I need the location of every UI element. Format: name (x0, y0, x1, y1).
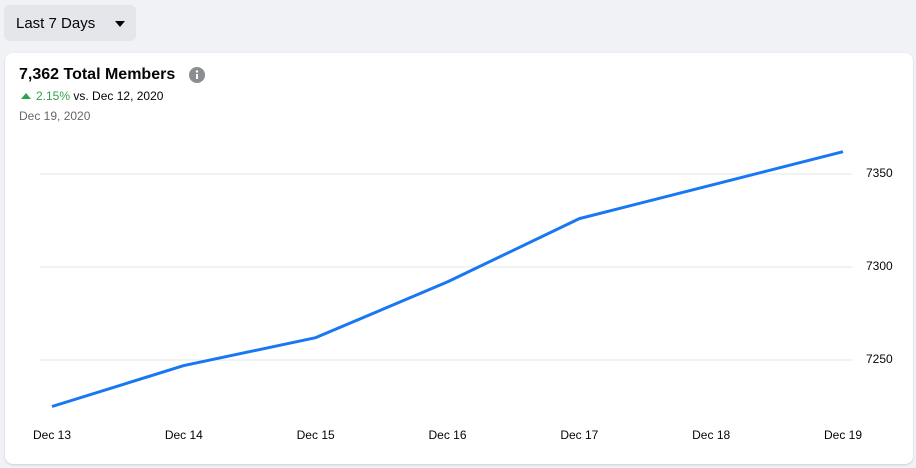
y-tick-label: 7350 (866, 166, 893, 180)
comparison: vs. Dec 12, 2020 (73, 89, 164, 103)
y-tick-label: 7300 (866, 259, 893, 273)
x-tick-label: Dec 14 (165, 428, 203, 442)
up-arrow (21, 93, 31, 99)
x-tick-label: Dec 18 (692, 428, 730, 442)
filter-label: Last 7 Days (16, 15, 96, 32)
dropdown-arrow (115, 21, 125, 27)
change-percent: 2.15% (36, 89, 71, 103)
x-tick-label: Dec 16 (428, 428, 466, 442)
card-title: 7,362 Total Members (19, 66, 176, 83)
y-tick-label: 7250 (866, 352, 893, 366)
date-filter[interactable]: Last 7 Days (4, 5, 136, 41)
x-tick-label: Dec 13 (33, 428, 71, 442)
x-tick-label: Dec 17 (560, 428, 598, 442)
x-tick-label: Dec 19 (824, 428, 862, 442)
x-tick-label: Dec 15 (297, 428, 335, 442)
change-row: 2.15% vs. Dec 12, 2020 (19, 89, 163, 103)
card: 7,362 Total Members 2.15% vs. Dec 12, 20… (5, 53, 913, 464)
line (51, 150, 844, 408)
info-icon[interactable] (189, 67, 205, 83)
date: Dec 19, 2020 (19, 109, 91, 123)
